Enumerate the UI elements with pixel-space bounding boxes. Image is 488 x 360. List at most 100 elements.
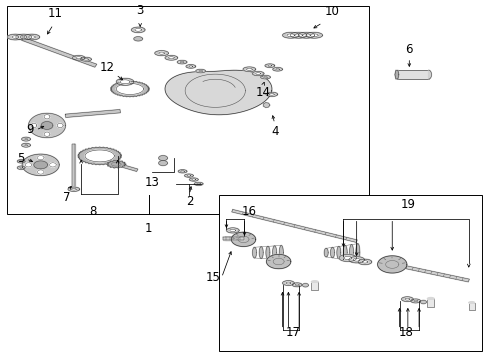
- Polygon shape: [252, 71, 264, 76]
- Polygon shape: [28, 113, 65, 138]
- Polygon shape: [189, 178, 198, 181]
- Polygon shape: [377, 256, 406, 273]
- Polygon shape: [85, 150, 114, 162]
- Text: 1: 1: [144, 222, 151, 235]
- Polygon shape: [110, 81, 149, 97]
- Polygon shape: [355, 244, 359, 262]
- Polygon shape: [134, 37, 142, 41]
- Polygon shape: [405, 266, 468, 282]
- Polygon shape: [361, 261, 367, 263]
- Polygon shape: [159, 161, 167, 166]
- Polygon shape: [20, 36, 27, 38]
- Text: 10: 10: [325, 5, 339, 18]
- Polygon shape: [72, 55, 85, 60]
- Polygon shape: [349, 244, 353, 261]
- Polygon shape: [49, 163, 56, 167]
- Polygon shape: [259, 247, 263, 258]
- Polygon shape: [28, 36, 35, 38]
- Polygon shape: [226, 228, 239, 233]
- Polygon shape: [165, 70, 271, 115]
- Polygon shape: [168, 57, 174, 59]
- Polygon shape: [196, 183, 200, 185]
- Polygon shape: [260, 75, 270, 79]
- Polygon shape: [294, 34, 302, 37]
- Polygon shape: [231, 232, 255, 247]
- Polygon shape: [21, 137, 30, 141]
- Polygon shape: [57, 123, 63, 128]
- Polygon shape: [188, 66, 192, 67]
- Text: 12: 12: [99, 61, 114, 74]
- Polygon shape: [295, 284, 299, 285]
- Polygon shape: [37, 170, 44, 174]
- Polygon shape: [330, 247, 334, 258]
- Polygon shape: [292, 283, 302, 287]
- Polygon shape: [115, 163, 138, 171]
- Polygon shape: [186, 175, 190, 176]
- Polygon shape: [185, 64, 195, 68]
- Polygon shape: [468, 302, 474, 303]
- Polygon shape: [41, 122, 53, 129]
- Polygon shape: [83, 58, 88, 60]
- Polygon shape: [305, 32, 322, 38]
- Polygon shape: [275, 68, 279, 70]
- Polygon shape: [229, 229, 235, 231]
- Polygon shape: [267, 65, 271, 66]
- Polygon shape: [252, 247, 256, 258]
- Polygon shape: [427, 298, 433, 299]
- Bar: [427, 299, 433, 307]
- Polygon shape: [343, 256, 351, 260]
- Polygon shape: [194, 182, 203, 185]
- Text: 16: 16: [242, 205, 256, 218]
- Polygon shape: [279, 246, 283, 260]
- Polygon shape: [352, 258, 359, 261]
- Polygon shape: [71, 188, 76, 190]
- Polygon shape: [25, 163, 32, 167]
- Polygon shape: [24, 139, 27, 140]
- Polygon shape: [159, 52, 164, 54]
- Polygon shape: [116, 78, 134, 85]
- Polygon shape: [120, 80, 130, 84]
- Polygon shape: [246, 68, 252, 70]
- Text: 19: 19: [400, 198, 415, 211]
- Polygon shape: [265, 246, 269, 259]
- Polygon shape: [191, 179, 195, 180]
- Text: 4: 4: [270, 125, 278, 138]
- Polygon shape: [338, 255, 356, 261]
- Polygon shape: [310, 34, 318, 37]
- Polygon shape: [65, 109, 120, 117]
- Polygon shape: [269, 94, 274, 95]
- Polygon shape: [282, 32, 299, 38]
- Polygon shape: [21, 143, 30, 147]
- Polygon shape: [44, 114, 50, 119]
- Text: 11: 11: [48, 7, 62, 20]
- Polygon shape: [180, 61, 183, 63]
- Polygon shape: [311, 281, 318, 282]
- Polygon shape: [198, 70, 202, 72]
- Polygon shape: [263, 76, 267, 78]
- Text: 5: 5: [17, 152, 24, 165]
- Polygon shape: [410, 299, 420, 303]
- Text: 3: 3: [136, 4, 143, 17]
- Polygon shape: [324, 248, 327, 257]
- Polygon shape: [24, 144, 27, 146]
- Polygon shape: [12, 36, 19, 38]
- Polygon shape: [394, 70, 398, 79]
- Polygon shape: [7, 34, 23, 40]
- Polygon shape: [272, 67, 282, 71]
- Text: 15: 15: [205, 271, 220, 284]
- Polygon shape: [131, 27, 145, 33]
- Polygon shape: [31, 123, 37, 128]
- Polygon shape: [336, 247, 340, 259]
- Bar: [468, 303, 474, 310]
- Polygon shape: [34, 161, 47, 169]
- Polygon shape: [264, 64, 274, 67]
- Bar: [219, 195, 482, 351]
- Text: 18: 18: [398, 325, 413, 338]
- Bar: [396, 70, 427, 79]
- Polygon shape: [44, 132, 50, 136]
- Polygon shape: [302, 283, 308, 287]
- Polygon shape: [243, 67, 255, 72]
- Polygon shape: [116, 84, 143, 94]
- Polygon shape: [16, 34, 31, 40]
- Text: 14: 14: [255, 86, 270, 99]
